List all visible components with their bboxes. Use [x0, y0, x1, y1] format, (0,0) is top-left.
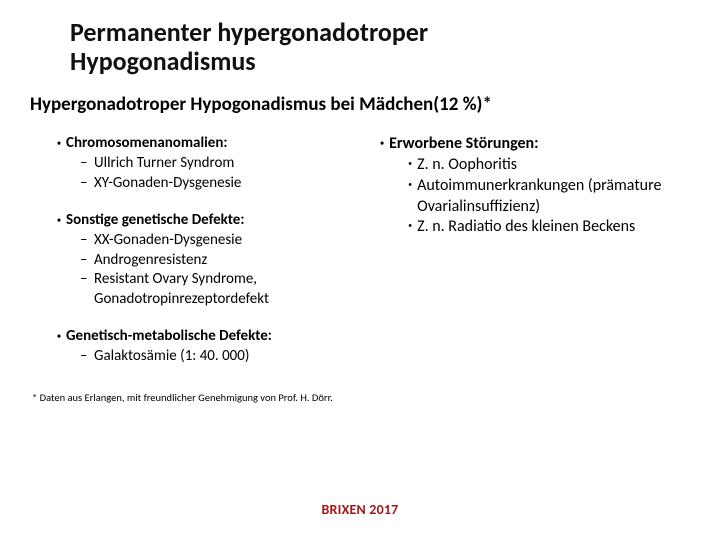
dash-icon: – — [80, 251, 94, 271]
section-acquired: • Erworbene Störungen: • Z. n. Oophoriti… — [375, 134, 690, 238]
bullet-icon: • — [403, 176, 417, 194]
item-text: XY-Gonaden-Dysgenesie — [94, 174, 241, 194]
list-item: – Resistant Ovary Syndrome, Gonadotropin… — [80, 270, 355, 309]
section-chromosomal: • Chromosomenanomalien: – Ullrich Turner… — [52, 134, 355, 193]
bullet-icon: • — [52, 327, 66, 347]
dash-icon: – — [80, 347, 94, 367]
section-head: Chromosomenanomalien: — [66, 134, 228, 154]
dash-icon: – — [80, 154, 94, 174]
bullet-icon: • — [403, 155, 417, 173]
slide-title: Permanenter hypergonadotroper Hypogonadi… — [70, 18, 690, 75]
item-text: Z. n. Oophoritis — [417, 155, 517, 176]
footer-text: BRIXEN 2017 — [322, 501, 399, 518]
item-text: Autoimmunerkrankungen (prämature Ovarial… — [417, 176, 690, 218]
bullet-icon: • — [403, 217, 417, 235]
dash-icon: – — [80, 270, 94, 290]
title-line-1: Permanenter hypergonadotroper — [70, 16, 428, 48]
title-line-2: Hypogonadismus — [70, 45, 256, 77]
content-columns: • Chromosomenanomalien: – Ullrich Turner… — [30, 134, 690, 385]
slide-subtitle: Hypergonadotroper Hypogonadismus bei Mäd… — [30, 93, 690, 116]
bullet-icon: • — [52, 134, 66, 154]
item-text: Ullrich Turner Syndrom — [94, 154, 234, 174]
section-metabolic: • Genetisch-metabolische Defekte: – Gala… — [52, 327, 355, 367]
list-item: – Ullrich Turner Syndrom — [80, 154, 355, 174]
dash-icon: – — [80, 231, 94, 251]
item-text: Resistant Ovary Syndrome, Gonadotropinre… — [94, 270, 355, 309]
right-column: • Erworbene Störungen: • Z. n. Oophoriti… — [365, 134, 690, 385]
section-head: Sonstige genetische Defekte: — [66, 211, 245, 231]
footer-brand: BRIXEN 2017 — [322, 501, 399, 518]
list-item: – XY-Gonaden-Dysgenesie — [80, 174, 355, 194]
list-item: – Androgenresistenz — [80, 251, 355, 271]
left-column: • Chromosomenanomalien: – Ullrich Turner… — [30, 134, 355, 385]
item-text: Galaktosämie (1: 40. 000) — [94, 347, 249, 367]
item-text: Androgenresistenz — [94, 251, 207, 271]
bullet-icon: • — [52, 211, 66, 231]
item-text: XX-Gonaden-Dysgenesie — [94, 231, 242, 251]
section-head: Genetisch-metabolische Defekte: — [66, 327, 272, 347]
list-item: • Autoimmunerkrankungen (prämature Ovari… — [403, 176, 690, 218]
bullet-icon: • — [375, 134, 389, 154]
list-item: • Z. n. Radiatio des kleinen Beckens — [403, 217, 690, 238]
dash-icon: – — [80, 174, 94, 194]
item-text: Z. n. Radiatio des kleinen Beckens — [417, 217, 635, 238]
section-head: Erworbene Störungen: — [389, 134, 538, 155]
list-item: – Galaktosämie (1: 40. 000) — [80, 347, 355, 367]
footnote: * Daten aus Erlangen, mit freundlicher G… — [32, 391, 690, 404]
section-genetic: • Sonstige genetische Defekte: – XX-Gona… — [52, 211, 355, 309]
slide: Permanenter hypergonadotroper Hypogonadi… — [0, 0, 720, 540]
list-item: • Z. n. Oophoritis — [403, 155, 690, 176]
list-item: – XX-Gonaden-Dysgenesie — [80, 231, 355, 251]
